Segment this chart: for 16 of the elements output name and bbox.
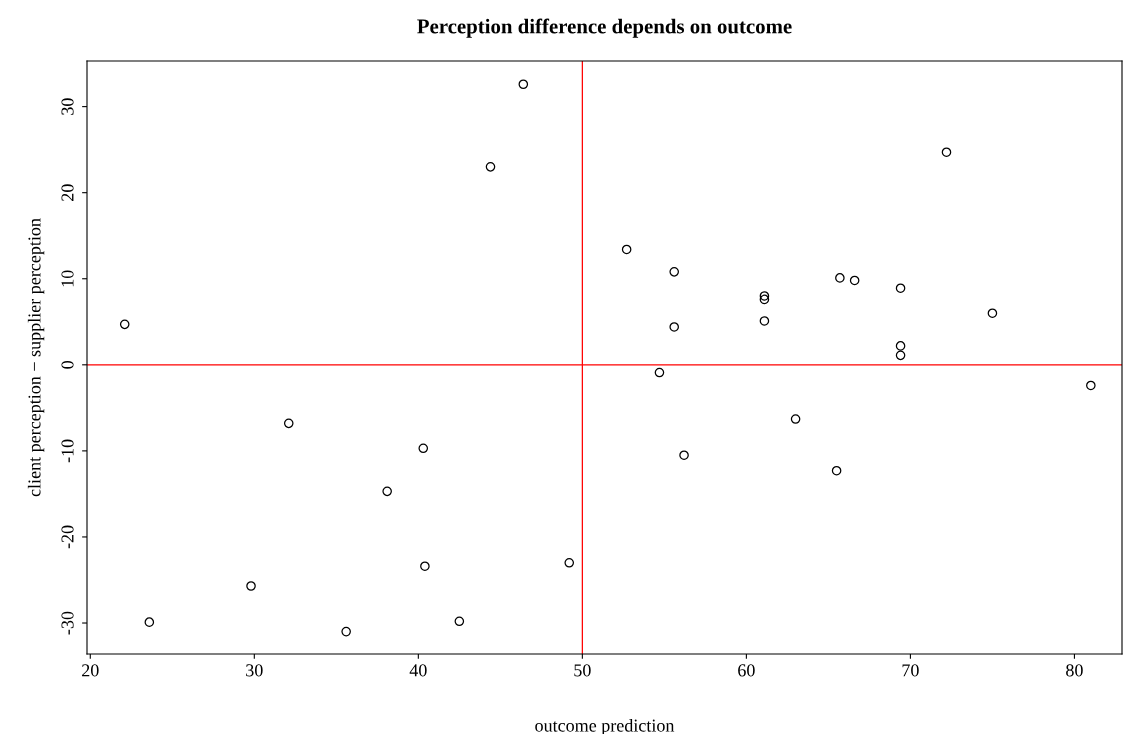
chart-title: Perception difference depends on outcome (417, 18, 792, 38)
y-axis-title: client perception − supplier perception (27, 218, 45, 497)
x-tick-label: 20 (82, 664, 99, 677)
y-tick-label: 10 (61, 270, 74, 287)
x-tick-label: 80 (1066, 664, 1083, 677)
x-tick-label: 40 (409, 664, 427, 677)
y-tick-label: -10 (61, 439, 74, 463)
x-tick-label: 70 (902, 664, 919, 677)
x-tick-label: 60 (738, 664, 755, 677)
y-tick-label: 30 (61, 98, 74, 115)
y-tick-label: -20 (61, 525, 74, 549)
y-tick-label: 20 (61, 184, 74, 201)
x-tick-label: 30 (246, 664, 263, 677)
y-tick-label: 0 (61, 360, 74, 369)
y-tick-label: -30 (61, 611, 74, 635)
x-tick-label: 50 (574, 664, 591, 677)
